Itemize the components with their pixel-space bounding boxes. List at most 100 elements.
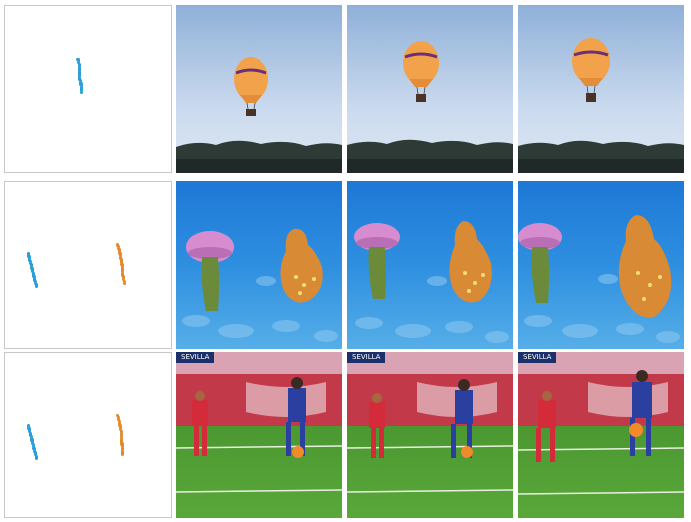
trajectory-point <box>32 276 37 280</box>
trajectory-point <box>31 443 35 447</box>
trajectory-point <box>33 280 37 284</box>
trajectory-point <box>79 85 83 89</box>
trajectory-point <box>77 62 81 66</box>
trajectory-point <box>28 431 32 435</box>
trajectory-point <box>76 57 80 61</box>
trajectory-point <box>120 440 124 444</box>
trajectory-point <box>29 263 33 267</box>
balloon-frame-2 <box>347 5 513 173</box>
trajectory-point <box>29 265 34 269</box>
trajectory-point <box>78 74 82 78</box>
jellyfish-frame-1 <box>176 181 342 349</box>
trajectory-point <box>119 436 123 440</box>
trajectory-point <box>30 266 34 270</box>
trajectory-point <box>122 279 126 283</box>
trajectory-point <box>26 423 30 427</box>
trajectory-point <box>119 258 123 262</box>
trajectory-point <box>28 430 32 434</box>
trajectory-point <box>27 255 31 259</box>
trajectory-point <box>117 419 121 424</box>
trajectory-point <box>29 433 33 437</box>
trajectory-point <box>79 84 83 88</box>
trajectory-point <box>121 451 125 455</box>
trajectory-point <box>32 273 36 277</box>
trajectory-point <box>118 252 122 256</box>
trajectory-point <box>117 421 122 426</box>
trajectory-point <box>121 273 125 277</box>
trajectory-point <box>33 449 37 453</box>
trajectory-point <box>78 65 82 69</box>
soccer-frame-2: SEVILLA <box>347 352 513 518</box>
trajectory-point <box>117 250 122 254</box>
trajectory-point <box>78 69 82 73</box>
trajectory-point <box>78 77 82 81</box>
trajectory-point <box>119 430 123 434</box>
trajectory-point <box>32 446 36 450</box>
trajectory-point <box>79 90 83 94</box>
trajectory-point <box>120 264 125 268</box>
trajectory-point <box>121 275 125 279</box>
trajectory-point <box>79 89 83 93</box>
trajectory-panel-jellyfish-octopus <box>4 181 172 349</box>
soccer-frame-3: SEVILLA <box>518 352 684 518</box>
trajectory-point <box>116 245 120 249</box>
trajectory-point <box>78 70 82 74</box>
trajectory-point <box>77 60 81 65</box>
trajectory-point <box>27 253 31 257</box>
trajectory-point <box>27 426 31 431</box>
soccer-frame-1: SEVILLA <box>176 352 342 518</box>
scoreboard-badge: SEVILLA <box>347 352 386 363</box>
trajectory-point <box>119 428 123 432</box>
trajectory-point <box>122 277 126 281</box>
trajectory-point <box>29 436 34 440</box>
trajectory-point <box>28 260 32 264</box>
trajectory-point <box>34 456 39 460</box>
trajectory-point <box>26 251 30 255</box>
trajectory-point <box>33 278 37 282</box>
trajectory-point <box>121 453 125 457</box>
scoreboard-badge: SEVILLA <box>518 352 557 363</box>
trajectory-point <box>121 271 125 275</box>
balloon-frame-1 <box>176 5 342 173</box>
trajectory-point <box>78 75 82 79</box>
trajectory-point <box>119 438 123 442</box>
trajectory-point <box>79 87 83 91</box>
trajectory-point <box>34 283 38 287</box>
trajectory-point <box>121 270 125 274</box>
trajectory-point <box>33 451 37 455</box>
balloon-frame-3 <box>518 5 684 173</box>
trajectory-point <box>116 413 120 417</box>
trajectory-point <box>29 435 33 439</box>
trajectory-point <box>34 281 38 285</box>
trajectory-point <box>30 438 34 442</box>
trajectory-point <box>31 441 35 445</box>
trajectory-point <box>121 449 125 453</box>
trajectory-point <box>78 79 82 83</box>
trajectory-point <box>28 258 32 262</box>
trajectory-point <box>121 448 125 452</box>
trajectory-point <box>34 454 38 458</box>
trajectory-point <box>121 446 125 450</box>
trajectory-point <box>32 448 37 452</box>
trajectory-point <box>79 82 83 86</box>
trajectory-point <box>30 268 34 272</box>
scoreboard-badge: SEVILLA <box>176 352 215 363</box>
trajectory-point <box>116 415 120 419</box>
trajectory-point <box>120 442 124 446</box>
trajectory-point <box>76 59 81 63</box>
trajectory-point <box>32 275 36 279</box>
trajectory-point <box>118 426 122 430</box>
trajectory-point <box>119 432 123 436</box>
trajectory-point <box>30 439 34 444</box>
trajectory-point <box>34 284 39 289</box>
trajectory-panel-balloon <box>4 5 172 173</box>
trajectory-point <box>27 425 31 429</box>
trajectory-point <box>122 281 127 285</box>
trajectory-point <box>27 256 32 260</box>
trajectory-point <box>31 270 35 274</box>
trajectory-point <box>27 428 32 432</box>
trajectory-point <box>34 453 38 457</box>
trajectory-point <box>118 254 122 258</box>
trajectory-point <box>117 248 121 252</box>
